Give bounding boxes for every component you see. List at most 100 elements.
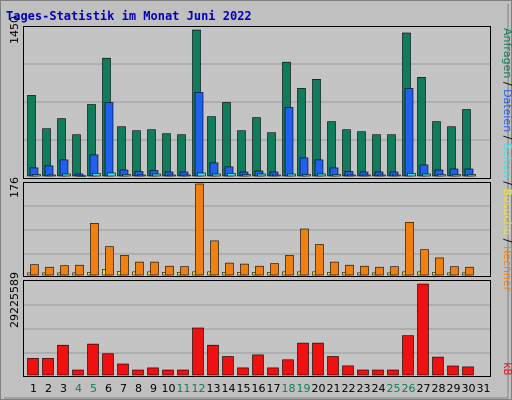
bar-kb-17 — [267, 367, 279, 376]
x-label-13: 13 — [207, 382, 221, 395]
bar-seiten-18 — [287, 173, 296, 177]
x-label-31: 31 — [477, 382, 491, 395]
bar-rechner-6 — [105, 246, 114, 276]
bar-kb-16 — [252, 354, 264, 376]
bar-rechner-29 — [450, 266, 459, 276]
bar-rechner-17 — [270, 263, 279, 276]
x-label-10: 10 — [162, 382, 176, 395]
bar-anfragen-8 — [132, 130, 141, 177]
x-label-25: 25 — [387, 382, 401, 395]
bar-rechner-2 — [45, 266, 54, 276]
x-label-2: 2 — [45, 382, 52, 395]
legend-dateien: Dateien — [501, 89, 512, 132]
x-label-26: 26 — [402, 382, 416, 395]
bar-kb-10 — [162, 369, 174, 376]
bar-rechner-5 — [90, 223, 99, 276]
bar-kb-20 — [312, 342, 324, 376]
x-axis-labels: 1 2 3 4 5 6 7 8 9 10 11 12 13 14 15 16 17 18 19 20 21 22 23 24 2… — [30, 382, 491, 395]
bar-kb-7 — [117, 363, 129, 376]
bar-kb-23 — [357, 369, 369, 376]
bar-kb-8 — [132, 369, 144, 376]
x-label-20: 20 — [312, 382, 326, 395]
bar-seiten-13 — [212, 173, 221, 177]
bar-seiten-1 — [32, 174, 41, 177]
x-label-9: 9 — [150, 382, 157, 395]
bar-kb-26 — [402, 335, 414, 376]
bar-seiten-7 — [122, 174, 131, 177]
bar-rechner-28 — [435, 257, 444, 276]
x-label-6: 6 — [105, 382, 112, 395]
bar-seiten-6 — [107, 172, 116, 177]
x-label-15: 15 — [237, 382, 251, 395]
bar-seiten-16 — [257, 173, 266, 177]
bar-kb-14 — [222, 356, 234, 376]
x-label-5: 5 — [90, 382, 97, 395]
legend-besuche: Besuche — [501, 188, 512, 235]
bar-rechner-7 — [120, 255, 129, 276]
legend-rechner: Rechner — [501, 246, 512, 292]
bar-kb-1 — [27, 358, 39, 376]
svg-text:Anfragen / Dateien: Anfragen / Dateien / Seiten / Besuche / … — [501, 28, 512, 292]
bar-dateien-2 — [44, 165, 54, 177]
x-label-27: 27 — [417, 382, 431, 395]
x-label-17: 17 — [267, 382, 281, 395]
bar-rechner-1 — [30, 264, 39, 276]
chart-title: Tages-Statistik im Monat Juni 2022 — [6, 9, 252, 23]
bar-dateien-19 — [299, 157, 309, 177]
bar-seiten-20 — [317, 173, 326, 177]
bar-anfragen-23 — [357, 131, 366, 177]
bar-dateien-5 — [89, 154, 99, 177]
x-label-8: 8 — [135, 382, 142, 395]
bar-seiten-19 — [302, 174, 311, 177]
bar-kb-18 — [282, 359, 294, 376]
bar-dateien-20 — [314, 159, 324, 177]
bar-dateien-6 — [104, 102, 114, 177]
bar-rechner-12 — [195, 183, 204, 276]
x-label-28: 28 — [432, 382, 446, 395]
x-label-11: 11 — [177, 382, 191, 395]
x-label-24: 24 — [372, 382, 386, 395]
x-label-21: 21 — [327, 382, 341, 395]
legend-sep-1: / — [501, 82, 512, 86]
x-label-19: 19 — [297, 382, 311, 395]
x-label-29: 29 — [447, 382, 461, 395]
bar-rechner-9 — [150, 261, 159, 276]
bar-kb-3 — [57, 344, 69, 376]
bar-anfragen-4 — [72, 134, 81, 177]
bar-rechner-30 — [465, 266, 474, 276]
legend-top: Anfragen / Dateien / Seiten / Besuche / … — [501, 28, 512, 292]
bar-kb-5 — [87, 343, 99, 376]
bar-dateien-12 — [194, 92, 204, 177]
bar-seiten-28 — [437, 174, 446, 177]
legend-sep-4: / — [501, 239, 512, 243]
bar-anfragen-28 — [432, 121, 441, 177]
bar-rechner-3 — [60, 265, 69, 276]
x-label-4: 4 — [75, 382, 82, 395]
bar-rechner-25 — [390, 266, 399, 276]
legend-seiten: Seiten — [501, 143, 512, 178]
bar-kb-12 — [192, 327, 204, 376]
bar-rechner-14 — [225, 262, 234, 276]
bar-kb-25 — [387, 369, 399, 376]
x-label-12: 12 — [192, 382, 206, 395]
bar-seiten-29 — [452, 174, 461, 177]
bar-kb-27 — [417, 283, 429, 376]
bar-anfragen-27 — [417, 77, 426, 177]
legend-sep-3: / — [501, 181, 512, 185]
bar-anfragen-22 — [342, 129, 351, 177]
bar-seiten-24 — [377, 174, 386, 177]
bar-dateien-18 — [284, 107, 294, 177]
bar-dateien-3 — [59, 159, 69, 177]
bar-kb-13 — [207, 344, 219, 376]
bar-kb-19 — [297, 342, 309, 376]
bar-seiten-26 — [407, 173, 416, 177]
bar-anfragen-9 — [147, 129, 156, 177]
bar-rechner-20 — [315, 244, 324, 276]
bar-rechner-10 — [165, 265, 174, 276]
bar-rechner-4 — [75, 264, 84, 276]
bar-anfragen-24 — [372, 134, 381, 177]
bar-anfragen-16 — [252, 117, 261, 177]
bars-top — [27, 29, 476, 177]
bar-kb-15 — [237, 367, 249, 376]
